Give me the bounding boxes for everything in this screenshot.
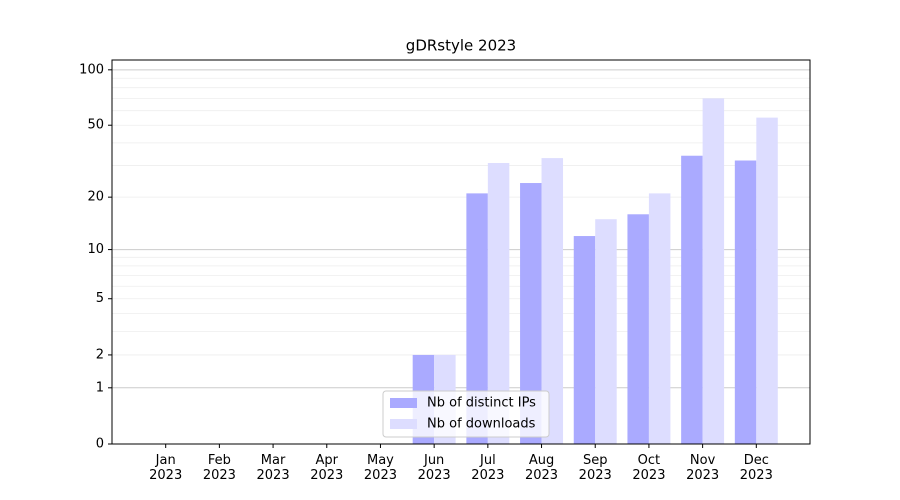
y-tick-label: 100 bbox=[79, 62, 104, 77]
bar bbox=[681, 155, 703, 445]
y-tick-label: 5 bbox=[96, 291, 104, 306]
bar bbox=[466, 193, 488, 444]
y-tick-label: 2 bbox=[96, 347, 104, 362]
legend-box bbox=[382, 390, 550, 438]
bar bbox=[756, 117, 778, 444]
bar bbox=[627, 214, 649, 444]
legend-label: Nb of distinct IPs bbox=[427, 396, 536, 411]
x-tick-label: Feb 2023 bbox=[202, 453, 236, 483]
x-tick-label: Nov 2023 bbox=[686, 453, 720, 483]
bar bbox=[573, 236, 596, 444]
x-tick-label: Dec 2023 bbox=[739, 453, 773, 483]
x-tick-label: Sep 2023 bbox=[578, 453, 612, 483]
bar bbox=[648, 193, 671, 444]
x-tick-label: May 2023 bbox=[363, 453, 397, 483]
x-tick-label: Mar 2023 bbox=[256, 453, 290, 483]
x-tick-label: Oct 2023 bbox=[632, 453, 666, 483]
x-tick-label: Apr 2023 bbox=[310, 453, 344, 483]
y-tick-label: 50 bbox=[87, 118, 104, 133]
bar bbox=[520, 183, 542, 445]
legend-swatch bbox=[390, 398, 417, 408]
y-tick-label: 1 bbox=[96, 380, 104, 395]
axes-frame bbox=[111, 59, 811, 445]
legend-label: Nb of downloads bbox=[427, 417, 536, 432]
y-tick-label: 20 bbox=[87, 190, 104, 205]
chart-title: gDRstyle 2023 bbox=[406, 37, 516, 55]
x-tick-label: Aug 2023 bbox=[524, 453, 559, 483]
y-tick-label: 0 bbox=[96, 437, 104, 452]
x-tick-label: Jun 2023 bbox=[417, 453, 451, 483]
bar bbox=[487, 163, 510, 444]
bar bbox=[541, 158, 564, 444]
x-tick-label: Jul 2023 bbox=[471, 453, 505, 483]
bar bbox=[702, 98, 725, 445]
x-tick-label: Jan 2023 bbox=[149, 453, 183, 483]
legend: Nb of distinct IPs Nb of downloads bbox=[382, 390, 550, 438]
bar bbox=[734, 160, 757, 444]
legend-swatch bbox=[390, 419, 417, 429]
bar bbox=[595, 219, 617, 444]
y-tick-label: 10 bbox=[87, 242, 104, 257]
